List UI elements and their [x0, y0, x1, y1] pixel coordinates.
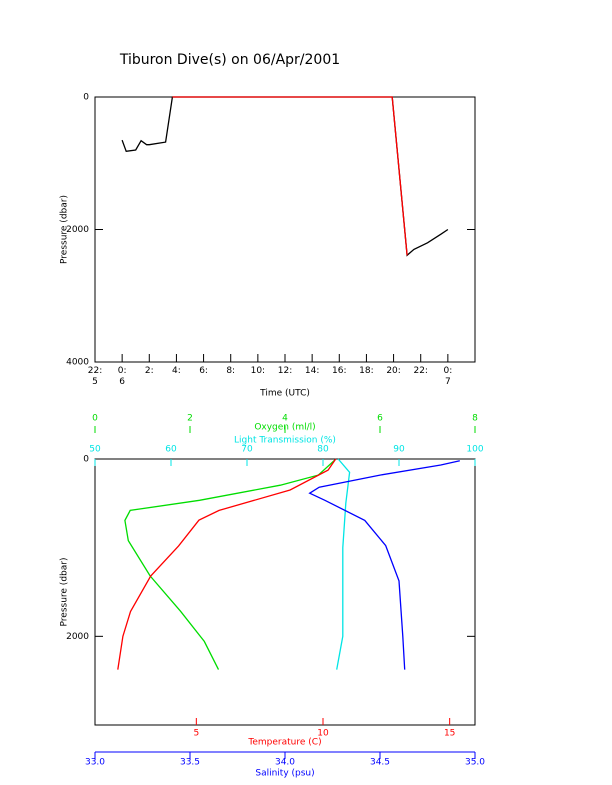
data-line [121, 96, 449, 257]
x-tick-label: 14: [305, 366, 319, 376]
x-axis-title: Temperature (C) [247, 738, 321, 748]
x-tick-label: 8 [472, 414, 478, 424]
x-tick-label: 22: 5 [88, 366, 102, 387]
y-tick-label: 0 [83, 93, 89, 103]
x-tick-label: 0: 7 [443, 366, 452, 387]
x-tick-label: 2 [187, 414, 193, 424]
x-tick-label: 12: [278, 366, 292, 376]
data-line [336, 458, 351, 670]
x-tick-label: 80 [317, 445, 329, 455]
x-tick-label: 20: [386, 366, 400, 376]
data-line [117, 458, 337, 670]
x-tick-label: 22: [413, 366, 427, 376]
plot-frame [94, 96, 476, 363]
x-tick-label: 6: [199, 366, 208, 376]
y-axis-title: Pressure (dbar) [60, 558, 70, 627]
x-tick-label: 4: [172, 366, 181, 376]
x-tick-label: 10 [317, 729, 329, 739]
x-tick-label: 15 [444, 729, 455, 739]
data-line [124, 459, 336, 670]
x-tick-label: 4 [282, 414, 288, 424]
x-tick-label: 90 [393, 445, 405, 455]
x-tick-label: 5 [193, 729, 199, 739]
x-axis-title: Salinity (psu) [255, 769, 314, 779]
y-tick-label: 0 [83, 455, 89, 465]
x-tick-label: 18: [359, 366, 373, 376]
x-tick-label: 35.0 [465, 758, 485, 768]
x-tick-label: 34.0 [275, 758, 295, 768]
x-tick-label: 70 [241, 445, 253, 455]
y-tick-label: 2000 [66, 632, 89, 642]
x-axis-title: Light Transmission (%) [234, 436, 336, 446]
plot-frame [94, 458, 476, 726]
x-tick-label: 6 [377, 414, 383, 424]
y-tick-label: 2000 [66, 225, 89, 235]
chart-title: Tiburon Dive(s) on 06/Apr/2001 [119, 52, 340, 68]
x-tick-label: 60 [165, 445, 177, 455]
x-axis-title: Time (UTC) [259, 389, 310, 399]
x-tick-label: 33.5 [180, 758, 200, 768]
data-line [308, 460, 460, 670]
x-tick-label: 33.0 [85, 758, 105, 768]
y-tick-label: 4000 [66, 358, 89, 368]
x-tick-label: 0: 6 [118, 366, 127, 387]
x-tick-label: 8: [226, 366, 235, 376]
x-axis-title: Oxygen (ml/l) [254, 423, 315, 433]
x-tick-label: 50 [89, 445, 101, 455]
x-tick-label: 0 [92, 414, 98, 424]
x-tick-label: 2: [145, 366, 154, 376]
x-tick-label: 16: [332, 366, 346, 376]
x-tick-label: 34.5 [370, 758, 390, 768]
x-tick-label: 100 [466, 445, 483, 455]
y-axis-title: Pressure (dbar) [60, 195, 70, 264]
x-tick-label: 10: [251, 366, 265, 376]
data-line [172, 96, 408, 256]
